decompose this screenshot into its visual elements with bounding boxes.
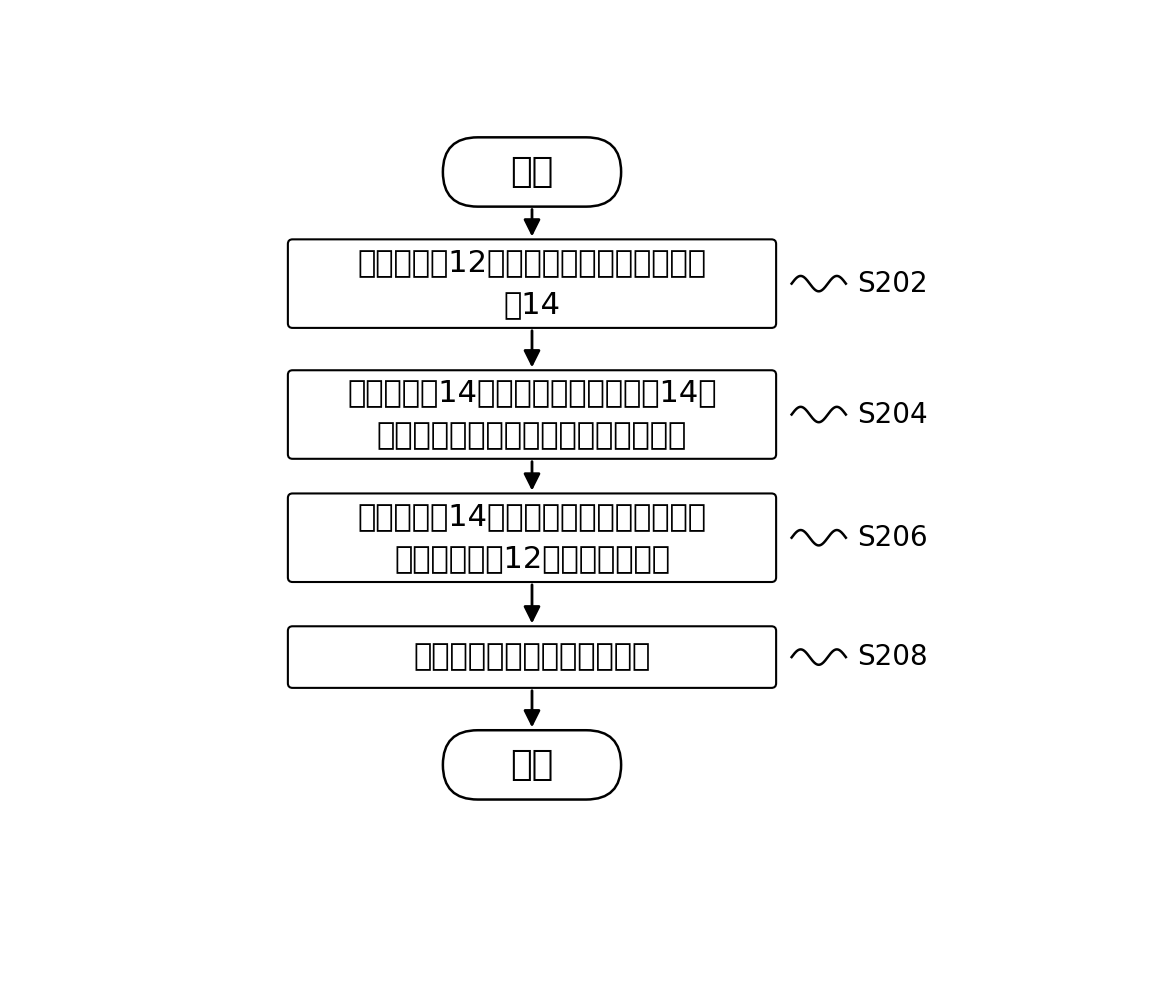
Text: 对边角区域进行高光倒角处理: 对边角区域进行高光倒角处理 [414,643,651,671]
FancyBboxPatch shape [288,239,776,328]
Text: 结束: 结束 [511,748,554,782]
Text: 对塑胶壳佔14进行切削，使塑胶壳佔14的
外表面除边角区域整体下沉第一预设値: 对塑胶壳佔14进行切削，使塑胶壳佔14的 外表面除边角区域整体下沉第一预设値 [347,379,717,451]
FancyBboxPatch shape [288,626,776,688]
Text: S202: S202 [858,270,928,297]
FancyBboxPatch shape [443,138,621,207]
Text: 在金属壳佔12的上下两端注塑成型塑胶壳
佔14: 在金属壳佔12的上下两端注塑成型塑胶壳 佔14 [357,248,706,320]
Text: S206: S206 [858,523,928,552]
Text: S204: S204 [858,400,928,428]
Text: 开始: 开始 [511,154,554,189]
FancyBboxPatch shape [288,370,776,459]
FancyBboxPatch shape [288,493,776,582]
Text: S208: S208 [858,644,928,671]
FancyBboxPatch shape [443,730,621,800]
Text: 在塑胶壳佔14的下沉区域喷涂金属漆，直
至与金属壳佔12的外表面相平齐: 在塑胶壳佔14的下沉区域喷涂金属漆，直 至与金属壳佔12的外表面相平齐 [357,502,706,574]
